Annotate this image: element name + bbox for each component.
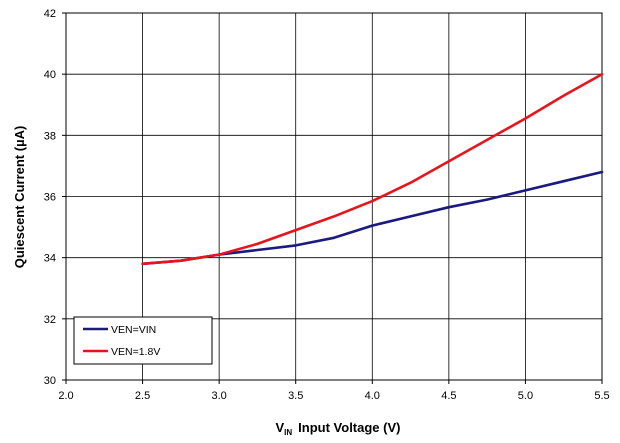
y-tick-label: 42 [44, 8, 56, 20]
data-point [294, 229, 297, 231]
x-axis-label: VIN Input Voltage (V) [276, 420, 401, 437]
data-point [448, 160, 450, 163]
x-axis-label-rest: Input Voltage (V) [298, 420, 400, 435]
y-tick-label: 40 [44, 69, 56, 81]
data-point [409, 215, 412, 218]
data-point [601, 73, 603, 75]
data-point [371, 224, 374, 227]
legend-label-ven-vin: VEN=VIN [111, 324, 156, 336]
data-point [524, 117, 527, 120]
x-tick-label: 4.5 [441, 390, 456, 402]
y-tick-label: 38 [44, 130, 56, 142]
x-tick-label: 3.5 [288, 390, 303, 402]
data-point [333, 215, 335, 218]
x-tick-label: 3.0 [211, 390, 226, 402]
data-point [333, 236, 335, 239]
data-point [524, 189, 527, 192]
grid [65, 12, 603, 381]
x-tick-label: 5.0 [518, 390, 533, 402]
data-point [409, 181, 412, 184]
x-tick-label: 2.0 [58, 390, 73, 402]
data-point [294, 244, 297, 247]
y-tick-label: 36 [44, 192, 56, 204]
data-point [486, 139, 488, 141]
x-axis-label-subscript: IN [284, 428, 292, 437]
legend: VEN=VIN VEN=1.8V [73, 316, 213, 365]
legend-box [73, 316, 213, 365]
y-axis-label: Quiescent Current (µA) [12, 126, 27, 269]
series-lines [141, 72, 604, 266]
legend-label-ven-1-8v: VEN=1.8V [111, 346, 160, 358]
data-point [256, 249, 259, 251]
data-point [218, 253, 220, 256]
data-point [180, 259, 182, 262]
data-point [371, 200, 374, 202]
y-tick-label: 30 [44, 375, 56, 387]
axis-ticks: 2.0 2.5 3.0 3.5 4.0 4.5 5.0 5.5 30 32 34 36 38 40 42 [44, 8, 610, 402]
x-tick-label: 4.0 [365, 390, 380, 402]
data-point [486, 198, 488, 201]
x-axis-label-v: V [276, 420, 285, 435]
x-tick-label: 5.5 [594, 390, 609, 402]
data-point [141, 262, 144, 265]
data-point [256, 243, 259, 245]
y-tick-label: 34 [44, 253, 56, 265]
y-tick-label: 32 [44, 314, 56, 326]
data-point [562, 94, 565, 97]
data-point [562, 180, 565, 183]
data-point [448, 206, 450, 209]
x-tick-label: 2.5 [135, 390, 150, 402]
data-point [601, 171, 603, 173]
